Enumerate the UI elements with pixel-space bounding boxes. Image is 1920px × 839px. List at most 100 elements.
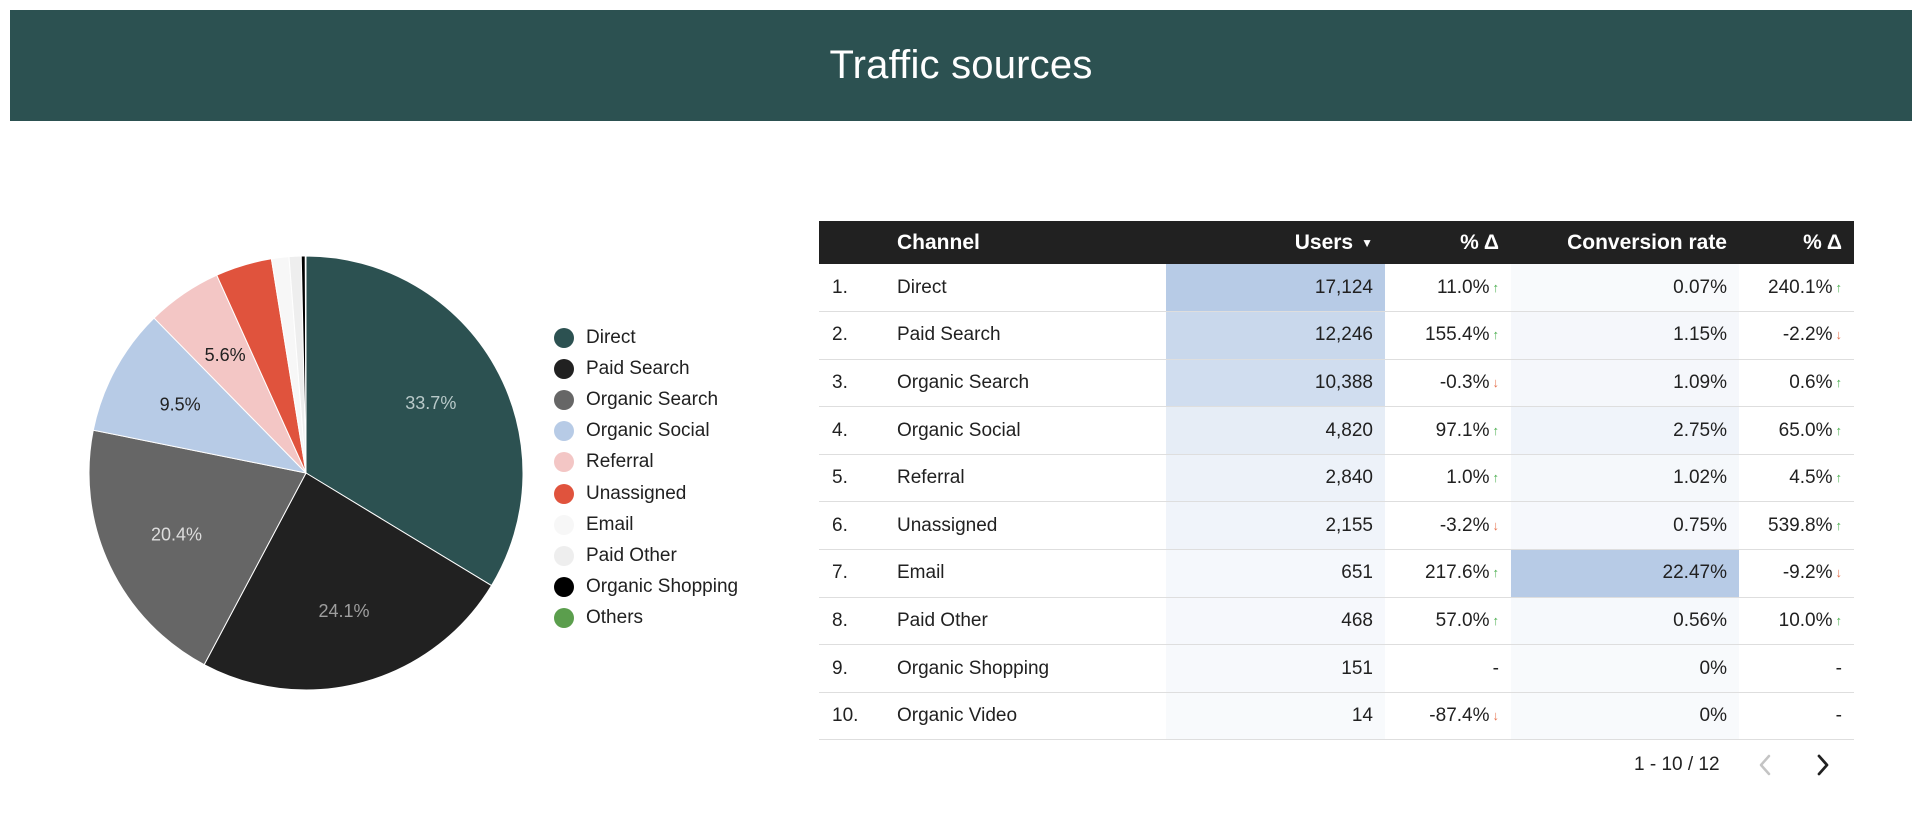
table-row[interactable]: 7. Email 651 217.6% ↑ 22.47% -9.2% ↓ [819, 549, 1854, 598]
pie-slice-organic-social[interactable] [92, 317, 308, 474]
row-index-text: 10. [832, 705, 859, 727]
users-delta-cell-text: 1.0% [1446, 467, 1490, 489]
page-title: Traffic sources [829, 43, 1093, 87]
users-cell-text: 4,820 [1325, 419, 1373, 441]
cr-delta-cell: -2.2% ↓ [1739, 312, 1854, 360]
chevron-left-icon[interactable] [1750, 750, 1780, 780]
users-delta-cell: 217.6% ↑ [1385, 550, 1511, 598]
table-row[interactable]: 6. Unassigned 2,155 -3.2% ↓ 0.75% 539.8% ↑ [819, 501, 1854, 550]
conversion-rate-cell-text: 0% [1699, 705, 1727, 727]
table-row[interactable]: 9. Organic Shopping 151 - 0% - [819, 644, 1854, 693]
legend-label: Organic Shopping [586, 576, 739, 598]
legend-item[interactable]: Paid Other [554, 540, 738, 571]
row-index: 10. [819, 692, 885, 740]
row-index-text: 1. [832, 276, 848, 298]
conversion-rate-cell-text: 1.15% [1673, 324, 1727, 346]
users-cell-text: 14 [1351, 705, 1373, 727]
legend-item[interactable]: Organic Social [554, 416, 738, 447]
table-row[interactable]: 4. Organic Social 4,820 97.1% ↑ 2.75% 65.0% ↑ [819, 406, 1854, 455]
channel-cell-text: Referral [897, 467, 965, 489]
pie-slice-paid-search[interactable] [203, 472, 493, 691]
users-cell: 4,820 [1166, 406, 1385, 455]
column-header-users-label: Users [1294, 230, 1354, 254]
users-delta-cell: -87.4% ↓ [1385, 692, 1511, 740]
row-index: 4. [819, 407, 885, 455]
table-row[interactable]: 10. Organic Video 14 -87.4% ↓ 0% - [819, 692, 1854, 740]
pie-slice-direct[interactable] [305, 255, 524, 587]
legend-item[interactable]: Email [554, 509, 738, 540]
column-header-users[interactable]: Users ▼ [1166, 221, 1385, 264]
arrow-up-icon: ↑ [1835, 517, 1843, 533]
channel-cell: Organic Shopping [885, 645, 1166, 693]
pie-label: 20.4% [151, 524, 202, 544]
table-row[interactable]: 3. Organic Search 10,388 -0.3% ↓ 1.09% 0.6% ↑ [819, 359, 1854, 407]
column-header-conversion-rate-label: Conversion rate [1567, 230, 1727, 254]
arrow-up-icon: ↑ [1835, 612, 1843, 628]
users-cell: 12,246 [1166, 311, 1385, 360]
legend-item[interactable]: Unassigned [554, 478, 738, 509]
users-cell-text: 651 [1341, 562, 1373, 584]
pie-slice-organic-search[interactable] [88, 429, 307, 666]
legend-item[interactable]: Others [554, 603, 738, 634]
column-header-channel[interactable]: Channel [885, 221, 1166, 264]
cr-delta-cell: 65.0% ↑ [1739, 407, 1854, 455]
users-delta-cell-text: - [1492, 657, 1499, 679]
table-row[interactable]: 8. Paid Other 468 57.0% ↑ 0.56% 10.0% ↑ [819, 597, 1854, 645]
row-index-text: 5. [832, 467, 848, 489]
channel-cell-text: Unassigned [897, 514, 998, 536]
cr-delta-cell-text: 65.0% [1778, 419, 1833, 441]
legend-item[interactable]: Paid Search [554, 353, 738, 384]
arrow-up-icon: ↑ [1492, 279, 1500, 295]
channel-cell-text: Organic Social [897, 419, 1021, 441]
conversion-rate-cell-text: 1.09% [1673, 371, 1727, 393]
column-header-conversion-rate[interactable]: Conversion rate [1511, 221, 1739, 264]
table-row[interactable]: 5. Referral 2,840 1.0% ↑ 1.02% 4.5% ↑ [819, 454, 1854, 502]
column-header-cr-delta[interactable]: % Δ [1739, 221, 1854, 264]
report-header: Traffic sources [10, 10, 1912, 121]
pagination: 1 - 10 / 12 [1634, 750, 1838, 780]
cr-delta-cell: - [1739, 692, 1854, 740]
users-delta-cell: - [1385, 645, 1511, 693]
pie-chart-svg: 33.7% 24.1% 20.4% 9.5% 5.6% [88, 255, 524, 691]
channel-cell-text: Organic Video [897, 705, 1018, 727]
column-header-users-delta-label: % Δ [1460, 230, 1499, 254]
channel-cell: Referral [885, 454, 1166, 502]
cr-delta-cell-text: 240.1% [1768, 276, 1833, 298]
users-cell: 14 [1166, 692, 1385, 740]
chart-legend: Direct Paid Search Organic Search Organic S… [554, 322, 738, 634]
cr-delta-cell: 10.0% ↑ [1739, 597, 1854, 645]
chevron-right-icon[interactable] [1808, 750, 1838, 780]
arrow-down-icon: ↓ [1492, 517, 1500, 533]
channel-cell: Unassigned [885, 502, 1166, 550]
column-header-channel-label: Channel [897, 230, 980, 254]
table-row[interactable]: 1. Direct 17,124 11.0% ↑ 0.07% 240.1% ↑ [819, 264, 1854, 312]
conversion-rate-cell: 0.75% [1511, 501, 1739, 550]
legend-swatch [554, 514, 574, 535]
users-cell-text: 2,155 [1325, 514, 1373, 536]
column-header-users-delta[interactable]: % Δ [1385, 221, 1511, 264]
legend-item[interactable]: Referral [554, 447, 738, 478]
legend-item[interactable]: Organic Shopping [554, 572, 738, 603]
legend-swatch [554, 545, 574, 566]
legend-swatch [554, 389, 574, 410]
row-index: 1. [819, 264, 885, 312]
legend-swatch [554, 327, 574, 348]
channel-cell-text: Paid Other [897, 609, 988, 631]
pie-label: 24.1% [318, 601, 369, 621]
triangle-down-icon[interactable]: ▼ [1361, 235, 1373, 250]
pie-chart: 33.7% 24.1% 20.4% 9.5% 5.6% [80, 250, 540, 700]
users-delta-cell-text: 11.0% [1437, 276, 1490, 298]
table-row[interactable]: 2. Paid Search 12,246 155.4% ↑ 1.15% -2.2% ↓ [819, 311, 1854, 360]
arrow-up-icon: ↑ [1835, 470, 1843, 486]
cr-delta-cell-text: 4.5% [1789, 467, 1833, 489]
legend-item[interactable]: Direct [554, 322, 738, 353]
users-delta-cell-text: 97.1% [1435, 419, 1490, 441]
legend-label: Others [586, 607, 644, 629]
pie-slice-others[interactable] [304, 255, 307, 474]
row-index: 9. [819, 645, 885, 693]
legend-swatch [554, 577, 574, 598]
channel-cell: Direct [885, 264, 1166, 312]
users-delta-cell: 11.0% ↑ [1385, 264, 1511, 312]
arrow-up-icon: ↑ [1492, 612, 1500, 628]
legend-item[interactable]: Organic Search [554, 384, 738, 415]
